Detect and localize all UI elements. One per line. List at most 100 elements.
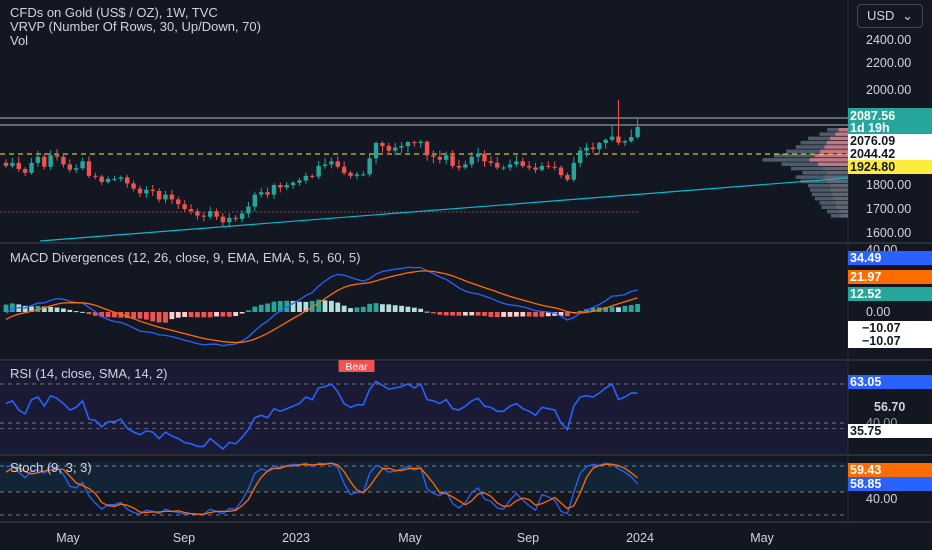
candle bbox=[373, 143, 379, 159]
volume-profile-bar bbox=[818, 162, 848, 166]
rsi-value-tag: 63.05 bbox=[850, 375, 881, 389]
macd-histogram-bar bbox=[424, 311, 430, 313]
macd-histogram-bar bbox=[112, 312, 117, 318]
time-axis-tick: May bbox=[398, 531, 422, 545]
volume-profile-bar bbox=[824, 145, 848, 149]
candle bbox=[29, 162, 34, 173]
candle bbox=[54, 155, 60, 157]
candle bbox=[284, 185, 289, 188]
time-axis-tick: May bbox=[56, 531, 80, 545]
rsi-ma-value: 56.70 bbox=[874, 400, 905, 414]
trend-line bbox=[39, 177, 849, 242]
macd-histogram-bar bbox=[258, 304, 264, 312]
macd-histogram-bar bbox=[348, 308, 353, 312]
candle bbox=[233, 217, 238, 219]
volume-profile-bar bbox=[800, 179, 827, 184]
macd-histogram-bar bbox=[418, 308, 424, 312]
candle bbox=[310, 175, 315, 177]
macd-histogram-bar bbox=[437, 312, 443, 315]
volume-profile-bar bbox=[800, 140, 827, 145]
stoch-title: Stoch (9, 3, 3) bbox=[10, 460, 92, 475]
rsi-line bbox=[5, 380, 638, 451]
candle bbox=[105, 178, 111, 182]
candle bbox=[112, 178, 117, 180]
volume-profile-bar bbox=[786, 149, 821, 154]
candle bbox=[322, 164, 328, 166]
stoch-k-tag: 59.43 bbox=[850, 463, 881, 477]
candle bbox=[507, 164, 513, 168]
candle bbox=[150, 189, 155, 191]
macd-histogram-bar bbox=[603, 306, 609, 312]
candle bbox=[437, 156, 443, 160]
macd-histogram-bar bbox=[488, 312, 494, 317]
macd-histogram-bar bbox=[303, 301, 309, 312]
macd-histogram-bar bbox=[163, 312, 168, 323]
macd-histogram-bar bbox=[61, 308, 66, 312]
candle bbox=[520, 161, 525, 166]
candle bbox=[42, 156, 47, 167]
macd-histogram-bar bbox=[239, 312, 245, 314]
level-tag-2076-bg bbox=[848, 134, 932, 148]
macd-histogram-bar bbox=[405, 306, 411, 312]
currency-label: USD bbox=[867, 8, 895, 23]
price-axis-tick: 1700.00 bbox=[866, 202, 911, 216]
macd-histogram-bar bbox=[41, 306, 47, 312]
macd-histogram-bar bbox=[22, 305, 28, 312]
divergence-tag-bg bbox=[848, 321, 932, 348]
macd-histogram-bar bbox=[360, 306, 366, 312]
macd-histogram-bar bbox=[195, 312, 200, 318]
candle bbox=[495, 162, 500, 168]
candle bbox=[265, 192, 270, 195]
candle bbox=[131, 183, 136, 189]
macd-histogram-bar bbox=[124, 312, 130, 319]
candle bbox=[252, 194, 258, 207]
candle bbox=[380, 143, 385, 147]
volume-profile-bar bbox=[836, 205, 848, 209]
candle bbox=[93, 175, 98, 177]
volume-profile-bar bbox=[762, 158, 810, 162]
bear-annotation-bg bbox=[338, 360, 375, 372]
countdown-tag: 1d 19h bbox=[850, 121, 890, 135]
candle bbox=[61, 156, 66, 165]
stoch-k-line bbox=[5, 462, 639, 515]
macd-histogram-bar bbox=[622, 305, 628, 312]
currency-button[interactable]: USD ⌄ bbox=[857, 4, 923, 28]
volume-profile-bar bbox=[791, 166, 823, 171]
candle bbox=[418, 141, 423, 143]
macd-histogram-bar bbox=[482, 312, 487, 316]
candle bbox=[386, 146, 391, 151]
level-tag-2076: 2076.09 bbox=[850, 134, 895, 148]
macd-histogram-bar bbox=[188, 312, 194, 318]
macd-histogram-bar bbox=[220, 312, 226, 317]
candle bbox=[246, 206, 251, 214]
volume-profile-bar bbox=[795, 175, 825, 179]
candle bbox=[169, 194, 175, 200]
candle bbox=[501, 167, 506, 169]
divergence-value-1: −10.07 bbox=[862, 321, 901, 335]
time-axis-tick: 2024 bbox=[626, 531, 654, 545]
divergence-value-2: −10.07 bbox=[862, 334, 901, 348]
macd-histogram-bar bbox=[169, 312, 175, 320]
candle bbox=[629, 137, 634, 142]
macd-histogram-bar bbox=[399, 305, 404, 312]
candle bbox=[67, 164, 72, 170]
macd-histogram-bar bbox=[105, 312, 111, 318]
stoch-d-tag-bg bbox=[848, 477, 932, 491]
candle bbox=[469, 156, 474, 165]
rsi-pane-bg bbox=[0, 362, 848, 454]
candle bbox=[303, 175, 309, 181]
macd-histogram-bar bbox=[80, 311, 85, 313]
macd-histogram-bar bbox=[175, 312, 181, 318]
volume-profile-bar bbox=[810, 188, 831, 192]
volume-profile-bar bbox=[827, 128, 839, 132]
candle bbox=[316, 165, 321, 177]
candle bbox=[220, 216, 226, 223]
rsi-lower-tag-bg bbox=[848, 424, 932, 438]
macd-histogram-bar bbox=[48, 306, 54, 312]
macd-histogram-bar bbox=[552, 312, 558, 316]
macd-histogram-bar bbox=[367, 303, 373, 312]
signal-line bbox=[5, 270, 638, 344]
macd-histogram-bar bbox=[322, 300, 328, 312]
histogram-value-tag-bg bbox=[848, 287, 932, 301]
